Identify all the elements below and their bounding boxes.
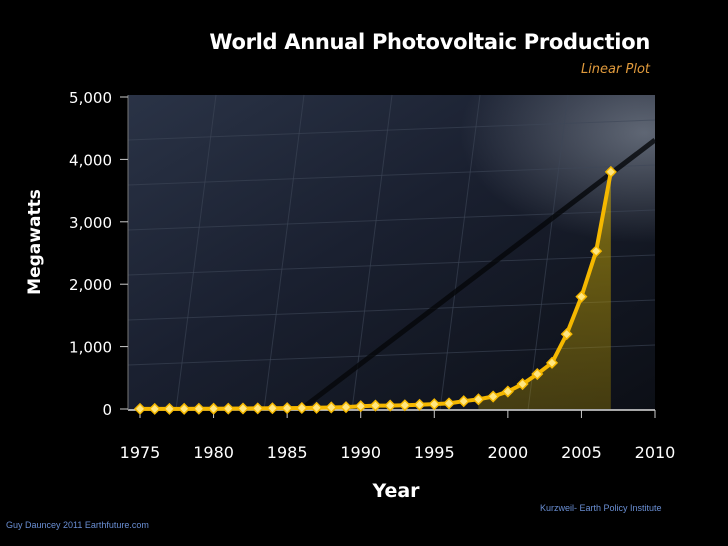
data-point <box>604 165 617 178</box>
x-tick-label: 1975 <box>120 443 161 462</box>
data-point <box>472 393 485 406</box>
data-point <box>487 390 500 403</box>
data-point <box>178 402 191 415</box>
data-point <box>236 402 250 415</box>
data-points <box>133 165 617 415</box>
panel-seam <box>298 138 657 412</box>
data-point <box>501 385 514 398</box>
panel-grid-line <box>175 94 217 411</box>
chart-title: World Annual Photovoltaic Production <box>209 30 650 54</box>
tick-labels: 0 1,000 2,000 3,000 4,000 5,000 1975 1980 1985 19… <box>69 89 675 462</box>
data-point <box>163 402 176 415</box>
data-point <box>398 399 411 412</box>
data-point <box>148 402 161 415</box>
data-point <box>516 377 529 391</box>
panel-grid-line <box>127 119 656 141</box>
data-point <box>428 398 441 411</box>
data-point <box>575 290 588 303</box>
panel-grid-line <box>527 94 569 411</box>
panel-grid-line <box>127 164 656 186</box>
source-note: Kurzweil- Earth Policy Institute <box>540 503 662 513</box>
data-point <box>207 402 220 415</box>
y-tick-label: 5,000 <box>69 89 112 107</box>
x-tick-label: 2005 <box>561 443 602 462</box>
data-point <box>133 402 147 415</box>
x-tick-label: 1980 <box>193 443 234 462</box>
data-point <box>339 401 353 414</box>
y-tick-label: 3,000 <box>69 214 112 232</box>
y-tick-label: 2,000 <box>69 276 112 294</box>
data-point <box>369 399 382 412</box>
x-tick-label: 1990 <box>340 443 381 462</box>
data-point <box>590 245 603 258</box>
y-tick-label: 0 <box>102 401 112 419</box>
panel-grid <box>127 94 657 412</box>
data-point <box>531 367 544 381</box>
panel-grid-line <box>263 94 305 411</box>
panel-grid-line <box>439 94 481 411</box>
data-point <box>192 402 205 415</box>
panel-grid-line <box>127 209 656 231</box>
data-point <box>457 395 470 408</box>
data-point <box>295 401 308 415</box>
chart-subtitle: Linear Plot <box>580 62 650 77</box>
data-point <box>266 402 279 415</box>
data-point <box>384 399 397 412</box>
data-point <box>222 402 235 415</box>
data-point <box>413 398 426 411</box>
data-point <box>545 356 559 369</box>
y-tick-label: 4,000 <box>69 151 112 169</box>
data-point <box>560 328 573 341</box>
credit-note: Guy Dauncey 2011 Earthfuture.com <box>6 520 149 530</box>
series-area <box>478 171 611 409</box>
panel-grid-line <box>127 299 656 321</box>
y-tick-label: 1,000 <box>69 339 112 357</box>
data-point <box>354 400 367 413</box>
y-axis-label: Megawatts <box>25 189 45 295</box>
data-point <box>442 397 456 410</box>
x-tick-label: 2010 <box>635 443 676 462</box>
x-tick-label: 2000 <box>487 443 528 462</box>
x-axis-label: Year <box>371 480 420 502</box>
data-point <box>325 401 338 414</box>
data-point <box>251 402 264 415</box>
x-tick-label: 1985 <box>267 443 308 462</box>
panel-grid-line <box>351 94 393 411</box>
x-tick-label: 1995 <box>414 443 455 462</box>
panel-grid-line <box>127 254 656 276</box>
data-point <box>281 402 294 415</box>
data-point <box>310 401 323 414</box>
